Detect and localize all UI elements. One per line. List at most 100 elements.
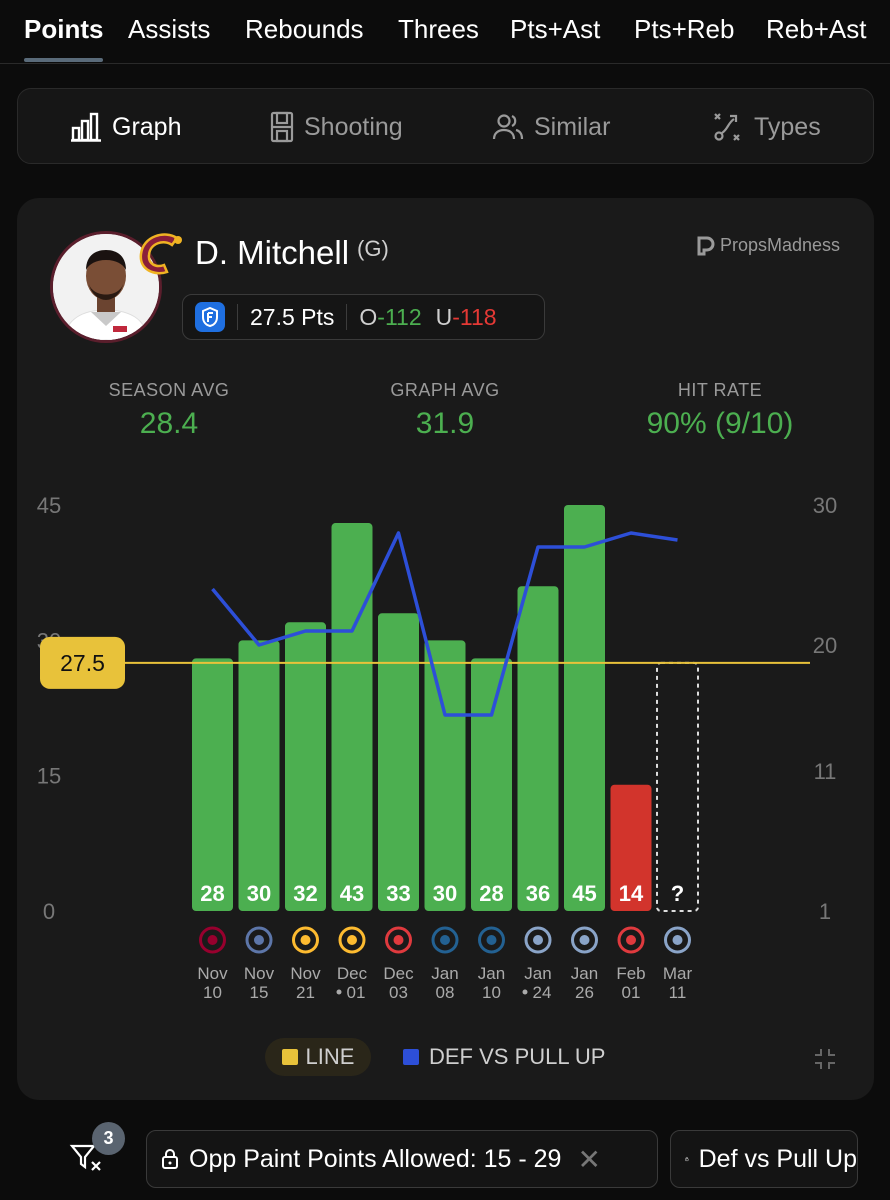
date-day-label: 11 <box>669 983 687 1002</box>
graph-avg-value: 31.9 <box>415 407 475 440</box>
tab-assists[interactable]: Assists <box>128 14 211 44</box>
grizzlies-logo-icon <box>254 935 264 945</box>
tab-types[interactable]: Types <box>712 89 821 165</box>
date-month-label: Mar <box>663 964 693 983</box>
court-icon <box>270 111 294 143</box>
line-value: 27.5 Pts <box>250 303 335 330</box>
bar-value-label: 33 <box>386 881 410 906</box>
tab-similar-label: Similar <box>534 112 611 141</box>
date-month-label: Jan <box>524 964 551 983</box>
filter-chip-def-pull-up[interactable]: Def vs Pull Up <box>670 1130 858 1188</box>
y-axis-tick-label: 45 <box>37 493 61 518</box>
hit-rate-value: 90% (9/10) <box>646 407 794 440</box>
bar <box>238 640 280 911</box>
legend-def[interactable]: DEF VS PULL UP <box>403 1038 605 1076</box>
date-flag-dot <box>522 989 528 995</box>
sportsbook-icon <box>195 302 225 332</box>
season-avg: SEASON AVG 28.4 <box>29 380 309 441</box>
right-axis-tick-label: 1 <box>819 899 831 924</box>
bar <box>517 586 559 911</box>
date-month-label: Nov <box>290 964 321 983</box>
date-month-label: Nov <box>197 964 228 983</box>
bar-chart-icon <box>71 112 101 142</box>
bar-value-label: ? <box>671 881 684 906</box>
legend-line[interactable]: LINE <box>265 1038 371 1076</box>
tab-types-label: Types <box>754 112 821 141</box>
tab-rebounds[interactable]: Rebounds <box>245 14 364 44</box>
over-odds: -112 <box>377 303 422 330</box>
tab-shooting-label: Shooting <box>304 112 403 141</box>
under-prefix: U <box>435 303 453 330</box>
y-axis-tick-label: 0 <box>43 899 55 924</box>
tab-pts-ast[interactable]: Pts+Ast <box>510 14 601 44</box>
legend-line-swatch <box>281 1049 298 1065</box>
date-flag-dot <box>336 989 342 995</box>
lock-icon <box>162 1149 178 1169</box>
pill-divider <box>346 304 348 330</box>
date-month-label: Jan <box>431 964 458 983</box>
bar <box>471 658 512 911</box>
trail-blazers-logo-icon <box>626 935 636 945</box>
close-icon[interactable]: ✕ <box>577 1143 601 1175</box>
line-pill[interactable]: 27.5 Pts O -112 U -118 <box>182 294 545 340</box>
trail-blazers-logo-icon <box>393 935 404 945</box>
magic-logo-icon <box>533 935 543 945</box>
collapse-icon[interactable] <box>813 1047 837 1071</box>
bar <box>564 505 605 911</box>
date-day-label: 10 <box>203 983 222 1002</box>
tab-threes[interactable]: Threes <box>398 14 479 44</box>
bar-value-label: 43 <box>340 881 364 906</box>
line-value-badge <box>40 636 125 689</box>
hit-rate-label: HIT RATE <box>677 380 763 400</box>
date-month-label: Jan <box>571 964 598 983</box>
filter-chip-label: Opp Paint Points Allowed: 15 - 29 <box>189 1144 562 1173</box>
bar <box>331 523 373 911</box>
team-logo-icon <box>139 233 182 275</box>
date-day-label: 26 <box>575 983 594 1002</box>
bar <box>192 658 233 911</box>
tab-shooting[interactable]: Shooting <box>270 89 403 165</box>
tab-similar[interactable]: Similar <box>492 89 610 165</box>
pill-divider <box>237 304 238 330</box>
player-card: D. Mitchell (G) PropsMadness 27.5 Pts O … <box>17 198 874 1100</box>
graph-avg: GRAPH AVG 31.9 <box>305 380 585 441</box>
date-month-label: Dec <box>337 964 368 983</box>
legend-def-label: DEF VS PULL UP <box>429 1044 606 1069</box>
season-avg-label: SEASON AVG <box>108 380 230 400</box>
date-day-label: 01 <box>347 983 366 1002</box>
points-chart: 0153045111203028303243333028364514?27.5N… <box>37 493 837 1002</box>
bar-value-label: 30 <box>433 881 457 906</box>
tab-pts-reb[interactable]: Pts+Reb <box>634 14 735 44</box>
filter-chip-paint-points[interactable]: Opp Paint Points Allowed: 15 - 29 ✕ <box>146 1130 658 1188</box>
date-day-label: 10 <box>482 983 501 1002</box>
date-day-label: 21 <box>296 983 315 1002</box>
legend-def-swatch <box>403 1049 419 1065</box>
bar <box>378 613 419 911</box>
chart-legend: LINE DEF VS PULL UP <box>17 1038 874 1078</box>
view-tabs: Graph Shooting Similar Types <box>17 88 874 164</box>
bar-value-label: 32 <box>293 881 317 906</box>
tab-graph-label: Graph <box>112 112 182 141</box>
projected-bar <box>656 661 699 912</box>
under-odds: -118 <box>452 303 497 330</box>
date-day-label: 24 <box>533 983 552 1002</box>
brand-logo: PropsMadness <box>697 235 840 256</box>
date-month-label: Jan <box>478 964 505 983</box>
tab-points[interactable]: Points <box>24 14 104 44</box>
magic-logo-icon <box>579 935 590 945</box>
hit-rate: HIT RATE 90% (9/10) <box>580 380 860 441</box>
date-month-label: Dec <box>383 964 414 983</box>
bar-value-label: 14 <box>619 881 644 906</box>
date-day-label: 03 <box>389 983 408 1002</box>
magic-logo-icon <box>672 935 683 945</box>
bar-value-label: 28 <box>479 881 503 906</box>
heat-logo-icon <box>207 935 218 945</box>
legend-line-label: LINE <box>305 1044 355 1069</box>
users-icon <box>492 114 524 140</box>
filter-count-badge: 3 <box>92 1122 125 1155</box>
tab-graph[interactable]: Graph <box>70 89 181 165</box>
active-tab-indicator <box>24 58 103 62</box>
tab-reb-ast[interactable]: Reb+Ast <box>766 14 867 44</box>
over-prefix: O <box>359 303 378 330</box>
timberwolves-logo-icon <box>440 935 450 945</box>
